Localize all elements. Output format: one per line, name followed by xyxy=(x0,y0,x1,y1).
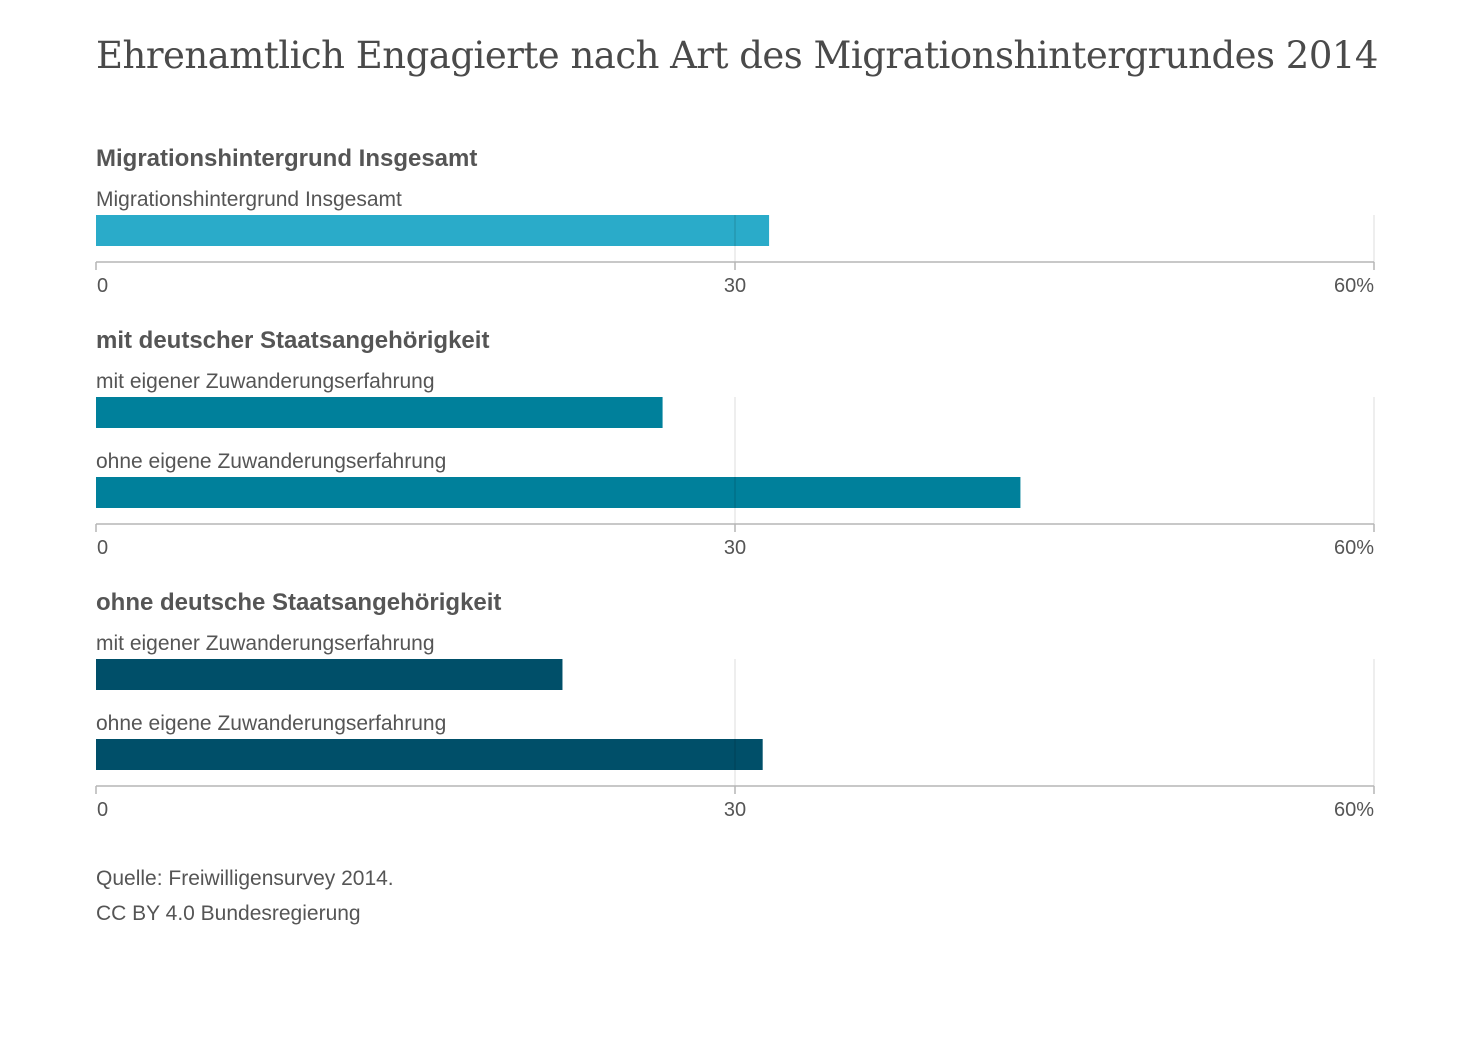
bar-label: Migrationshintergrund Insgesamt xyxy=(96,188,402,211)
group-heading: Migrationshintergrund Insgesamt xyxy=(96,145,477,172)
x-tick-label: 0 xyxy=(97,799,108,821)
bar-label: ohne eigene Zuwanderungserfahrung xyxy=(96,450,446,473)
bar-label: ohne eigene Zuwanderungserfahrung xyxy=(96,712,446,735)
x-tick-label: 30 xyxy=(724,275,746,297)
bar xyxy=(96,659,563,690)
bar xyxy=(96,739,763,770)
bar xyxy=(96,215,770,246)
chart-title: Ehrenamtlich Engagierte nach Art des Mig… xyxy=(96,34,1378,77)
bar-group: Migrationshintergrund Insgesamt Migration… xyxy=(95,145,1375,297)
x-tick-label: 0 xyxy=(97,537,108,559)
bar xyxy=(96,477,1021,508)
bar-label: mit eigener Zuwanderungserfahrung xyxy=(96,370,435,393)
x-tick-label: 30 xyxy=(724,799,746,821)
bar-label: mit eigener Zuwanderungserfahrung xyxy=(96,632,435,655)
group-heading: ohne deutsche Staatsangehörigkeit xyxy=(96,589,501,616)
source-note: Quelle: Freiwilligensurvey 2014. xyxy=(96,867,394,890)
license-note: CC BY 4.0 Bundesregierung xyxy=(96,902,361,925)
x-tick-label: 60% xyxy=(1334,799,1374,821)
x-tick-label: 30 xyxy=(724,537,746,559)
bar-group: ohne deutsche Staatsangehörigkeit mit eig… xyxy=(95,589,1375,821)
x-tick-label: 0 xyxy=(97,275,108,297)
x-tick-label: 60% xyxy=(1334,537,1374,559)
bar-group: mit deutscher Staatsangehörigkeit mit eig… xyxy=(95,327,1375,559)
group-heading: mit deutscher Staatsangehörigkeit xyxy=(96,327,489,354)
bar xyxy=(96,397,663,428)
x-tick-label: 60% xyxy=(1334,275,1374,297)
